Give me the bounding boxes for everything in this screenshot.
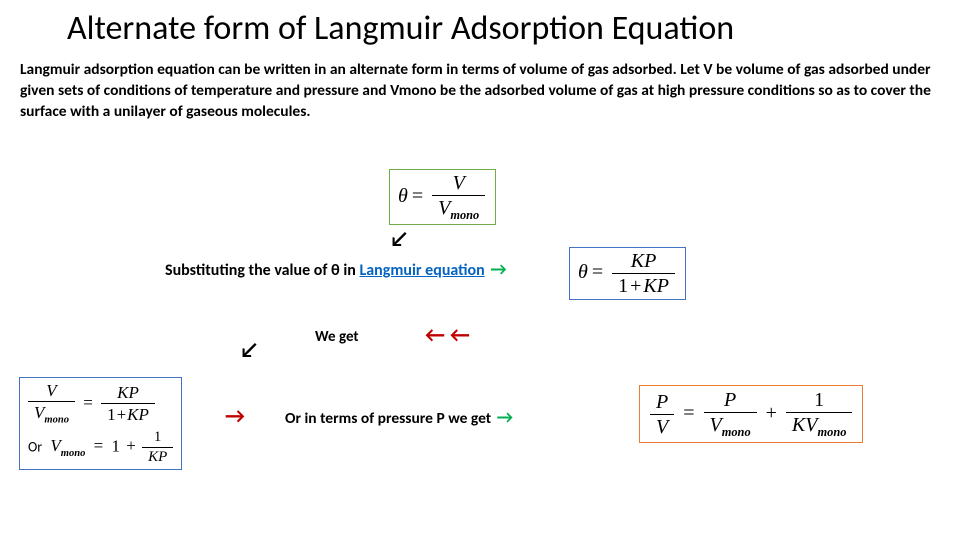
arrow-right-green-icon: →	[488, 258, 506, 280]
arrow-left-red-icon: ← ←	[425, 321, 470, 348]
body-paragraph: Langmuir adsorption equation can be writ…	[20, 60, 940, 123]
arrow-down-left-icon: ↙	[390, 225, 408, 252]
equation-v-over-vmono: V Vmono = KP 1+KP Or Vmono = 1 + 1 KP	[20, 378, 181, 469]
equation-theta-definition: θ= V Vmono	[390, 170, 495, 224]
equation-langmuir-theta: θ= KP 1+KP	[570, 248, 685, 299]
substitution-text: Substituting the value of θ in Langmuir …	[165, 258, 507, 280]
we-get-text: We get	[315, 328, 359, 346]
equation-linear-form: P V = P Vmono + 1 KVmono	[640, 386, 862, 442]
arrow-down-left-icon-2: ↙	[240, 336, 258, 363]
langmuir-equation-link[interactable]: Langmuir equation	[360, 261, 485, 280]
subst-prefix: Substituting the value of θ in	[165, 261, 360, 280]
arrow-right-green-icon-2: →	[495, 406, 513, 428]
slide: Alternate form of Langmuir Adsorption Eq…	[0, 0, 960, 540]
or-pressure-text: Or in terms of pressure P we get →	[285, 406, 513, 428]
page-title: Alternate form of Langmuir Adsorption Eq…	[67, 8, 734, 49]
arrow-right-red-icon: →	[225, 402, 245, 429]
